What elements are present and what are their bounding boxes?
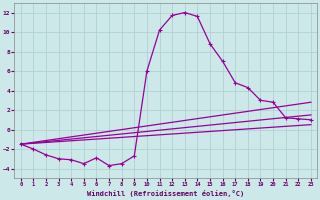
X-axis label: Windchill (Refroidissement éolien,°C): Windchill (Refroidissement éolien,°C) [87, 190, 244, 197]
